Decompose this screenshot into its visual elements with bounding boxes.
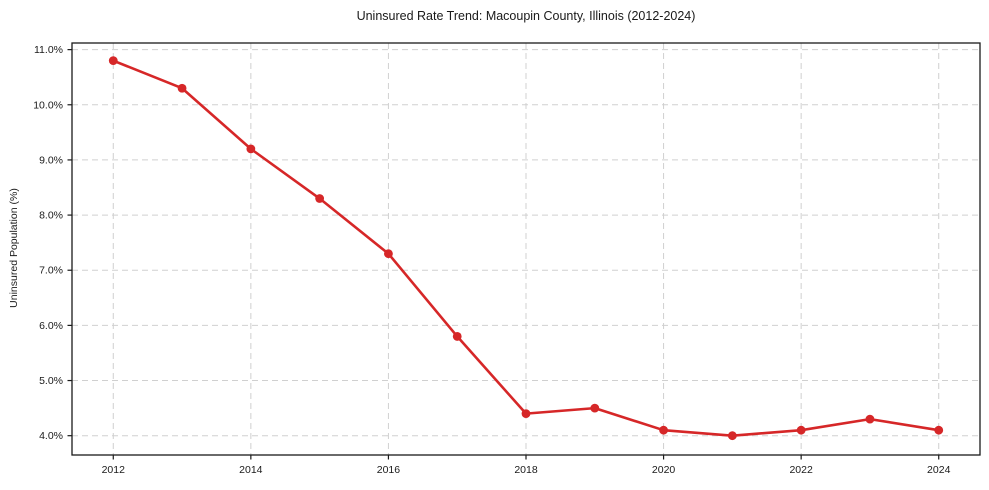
data-point-2020 [659, 425, 668, 435]
data-point-2018 [521, 409, 531, 419]
x-tick-label: 2020 [652, 464, 676, 476]
y-tick-label: 6.0% [39, 320, 63, 332]
x-tick-label: 2022 [789, 464, 813, 476]
y-tick-label: 9.0% [39, 154, 63, 166]
data-point-2021 [727, 431, 737, 441]
data-point-2022 [796, 425, 806, 435]
x-tick-label: 2016 [377, 464, 401, 476]
x-tick-label: 2012 [102, 464, 126, 476]
x-tick-label: 2024 [927, 464, 951, 476]
data-point-2015 [315, 194, 325, 203]
x-tick-label: 2018 [514, 464, 538, 476]
y-tick-label: 10.0% [33, 99, 63, 111]
chart-title: Uninsured Rate Trend: Macoupin County, I… [356, 9, 696, 23]
data-point-2016 [384, 249, 393, 259]
y-tick-label: 7.0% [39, 265, 63, 277]
y-tick-label: 11.0% [34, 44, 63, 56]
x-tick-label: 2014 [239, 464, 263, 476]
data-point-2017 [452, 332, 462, 341]
data-point-2013 [177, 83, 187, 93]
y-tick-label: 5.0% [39, 375, 63, 387]
data-point-2012 [108, 56, 118, 66]
data-point-2024 [934, 425, 944, 435]
data-point-2019 [590, 403, 600, 413]
y-tick-label: 4.0% [39, 430, 63, 442]
data-point-2023 [865, 414, 875, 424]
data-point-2014 [246, 144, 256, 154]
y-tick-label: 8.0% [39, 210, 63, 222]
